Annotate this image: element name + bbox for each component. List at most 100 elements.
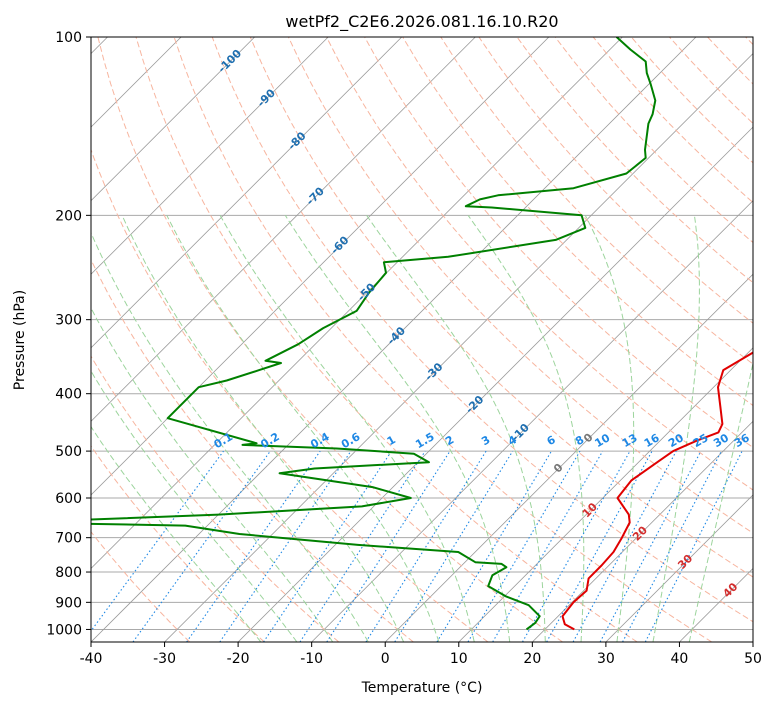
mixing-ratio-label: 3 xyxy=(479,433,492,448)
mixing-ratio-label: 16 xyxy=(642,431,662,450)
y-tick-label: 900 xyxy=(55,595,82,611)
mixing-ratio-line xyxy=(521,450,631,642)
y-tick-label: 200 xyxy=(55,208,82,224)
mixing-ratio-label: 36 xyxy=(732,431,752,450)
mixing-ratio-line xyxy=(644,450,743,642)
x-tick-label: -40 xyxy=(80,651,103,667)
mixing-ratio-label: 25 xyxy=(691,431,711,450)
chart-title: wetPf2_C2E6.2026.081.16.10.R20 xyxy=(285,12,558,32)
dry-adiabat xyxy=(91,258,414,642)
moist-adiabat xyxy=(121,215,405,642)
dry-adiabat xyxy=(707,37,753,85)
x-tick-label: -20 xyxy=(227,651,250,667)
y-tick-label: 1000 xyxy=(46,622,82,638)
temperature-line xyxy=(561,351,753,631)
plot-area xyxy=(91,37,753,642)
moist-adiabat xyxy=(166,215,440,642)
moist-adiabat xyxy=(467,215,585,642)
wet-bulb-label: 10 xyxy=(580,500,600,520)
dry-adiabat xyxy=(440,37,753,365)
mixing-ratio-line xyxy=(546,450,653,642)
isotherm-gridline xyxy=(237,126,753,642)
dewpoint-line xyxy=(91,37,657,631)
x-tick-label: 10 xyxy=(450,651,468,667)
isotherm-gridline xyxy=(311,200,753,642)
y-tick-label: 500 xyxy=(55,444,82,460)
dry-adiabat xyxy=(211,37,753,623)
x-tick-label: 50 xyxy=(744,651,762,667)
mixing-ratio-label: 0.6 xyxy=(339,430,363,451)
mixing-ratio-line xyxy=(492,450,604,642)
isotherm-gridline xyxy=(605,494,753,642)
mixing-ratio-line xyxy=(219,450,352,642)
isotherm-label: -20 xyxy=(463,393,486,416)
mixing-ratio-label: 2 xyxy=(443,433,456,448)
isotherm-gridline xyxy=(91,37,255,202)
dry-adiabat xyxy=(745,37,753,46)
series-layer xyxy=(91,37,753,631)
moist-adiabat xyxy=(91,370,298,642)
y-axis-label: Pressure (hPa) xyxy=(12,290,28,390)
isotherm-gridline xyxy=(91,37,550,496)
wet-bulb-label: 20 xyxy=(630,523,650,543)
x-tick-label: 30 xyxy=(597,651,615,667)
wet-bulb-label: 0 xyxy=(551,461,566,476)
mixing-ratio-label: 0.2 xyxy=(258,430,281,451)
mixing-ratio-label: 1 xyxy=(385,433,398,448)
mixing-ratio-line xyxy=(365,450,487,642)
dry-adiabat xyxy=(592,37,753,204)
y-tick-label: 100 xyxy=(55,30,82,46)
mixing-ratio-line xyxy=(186,450,321,642)
isotherm-gridline xyxy=(752,641,753,642)
moist-adiabat xyxy=(366,215,546,642)
dry-adiabat xyxy=(554,37,753,244)
dry-adiabat xyxy=(91,531,191,642)
isotherm-label: -70 xyxy=(304,184,327,207)
isotherm-label: -40 xyxy=(385,324,408,347)
mixing-ratio-line xyxy=(572,450,677,642)
mixing-ratio-line xyxy=(91,450,224,632)
moist-adiabat xyxy=(219,215,475,642)
isotherm-gridline xyxy=(91,37,329,275)
plot-frame xyxy=(90,36,754,643)
moist-adiabat xyxy=(652,215,700,642)
mixing-ratio-label: 13 xyxy=(620,431,640,450)
y-tick-label: 300 xyxy=(55,313,82,329)
isotherm-label: -100 xyxy=(215,47,244,76)
moist-adiabat xyxy=(91,425,262,642)
isotherm-label: -80 xyxy=(285,129,308,152)
isotherm-gridline xyxy=(91,37,697,642)
wet-bulb-label: 40 xyxy=(720,580,740,600)
x-tick-label: 0 xyxy=(381,651,390,667)
mixing-ratio-label: 1.5 xyxy=(413,430,436,451)
isotherm-label: -30 xyxy=(422,360,445,383)
mixing-ratio-label: 6 xyxy=(545,433,558,448)
isotherm-label: -50 xyxy=(355,280,378,303)
x-tick-label: 40 xyxy=(671,651,689,667)
isotherm-gridline xyxy=(532,420,753,642)
y-tick-label: 800 xyxy=(55,565,82,581)
isotherm-label: -60 xyxy=(328,233,351,256)
dry-adiabat xyxy=(326,37,753,491)
x-tick-label: 20 xyxy=(523,651,541,667)
moist-adiabat xyxy=(284,215,511,642)
x-tick-label: -30 xyxy=(153,651,176,667)
wet-bulb-label: 30 xyxy=(675,552,695,572)
dry-adiabat xyxy=(249,37,753,578)
isotherm-gridline xyxy=(384,273,753,642)
dry-adiabat xyxy=(91,148,489,642)
mixing-ratio-line xyxy=(394,450,514,642)
x-axis-label: Temperature (°C) xyxy=(361,680,483,696)
mixing-ratio-label: 10 xyxy=(593,431,613,450)
mixing-ratio-line xyxy=(467,450,581,642)
dry-adiabat xyxy=(402,37,753,407)
moist-adiabat xyxy=(91,307,334,642)
dry-adiabat xyxy=(91,445,265,642)
mixing-ratio-label: 0.1 xyxy=(212,430,235,451)
y-tick-label: 700 xyxy=(55,531,82,547)
mixing-ratio-line xyxy=(599,450,702,642)
isotherm-gridline xyxy=(91,37,403,349)
isotherm-gridline xyxy=(458,347,753,642)
y-tick-label: 400 xyxy=(55,387,82,403)
